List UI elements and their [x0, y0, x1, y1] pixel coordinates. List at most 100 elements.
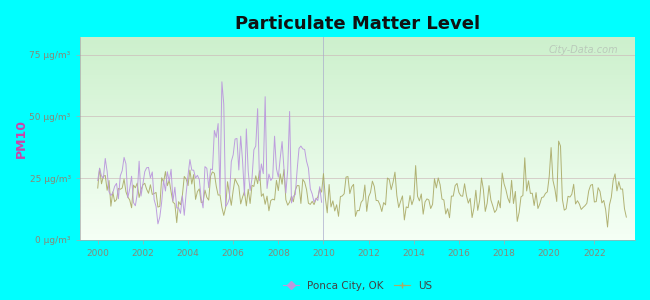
Bar [80, 58, 635, 59]
Bar [80, 81, 635, 82]
Bar [80, 117, 635, 118]
Bar [80, 139, 635, 140]
Bar [80, 219, 635, 220]
Bar [80, 204, 635, 205]
Bar [80, 210, 635, 211]
Bar [80, 229, 635, 230]
Bar [80, 105, 635, 106]
Bar [80, 60, 635, 61]
Bar [80, 50, 635, 51]
Bar [80, 61, 635, 62]
Bar [80, 62, 635, 63]
Bar [80, 98, 635, 99]
Bar [80, 192, 635, 193]
Bar [80, 136, 635, 137]
Bar [80, 189, 635, 190]
Bar [80, 185, 635, 186]
Bar [80, 177, 635, 178]
Bar [80, 115, 635, 116]
Bar [80, 97, 635, 98]
Bar [80, 237, 635, 238]
Bar [80, 221, 635, 222]
Bar [80, 232, 635, 233]
Bar [80, 101, 635, 102]
Bar [80, 66, 635, 67]
Bar [80, 208, 635, 209]
Bar [80, 186, 635, 187]
Bar [80, 120, 635, 121]
Bar [80, 217, 635, 218]
Bar [80, 91, 635, 92]
Bar [80, 200, 635, 201]
Bar [80, 119, 635, 120]
Bar [80, 111, 635, 112]
Bar [80, 68, 635, 69]
Bar [80, 156, 635, 157]
Bar [80, 124, 635, 125]
Bar [80, 78, 635, 79]
Bar [80, 141, 635, 142]
Bar [80, 178, 635, 179]
Bar [80, 87, 635, 88]
Bar [80, 110, 635, 111]
Bar [80, 92, 635, 93]
Bar [80, 155, 635, 156]
Bar [80, 146, 635, 147]
Text: City-Data.com: City-Data.com [549, 45, 618, 56]
Bar [80, 144, 635, 145]
Bar [80, 225, 635, 226]
Bar [80, 201, 635, 202]
Bar [80, 112, 635, 113]
Bar [80, 90, 635, 91]
Bar [80, 224, 635, 225]
Bar [80, 187, 635, 188]
Bar [80, 147, 635, 148]
Bar [80, 83, 635, 84]
Bar [80, 157, 635, 158]
Bar [80, 73, 635, 74]
Bar [80, 44, 635, 45]
Bar [80, 59, 635, 60]
Bar [80, 230, 635, 231]
Bar [80, 96, 635, 97]
Bar [80, 76, 635, 77]
Bar [80, 160, 635, 161]
Bar [80, 191, 635, 192]
Bar [80, 56, 635, 57]
Bar [80, 235, 635, 236]
Bar [80, 39, 635, 40]
Bar [80, 37, 635, 38]
Bar [80, 65, 635, 66]
Bar [80, 233, 635, 234]
Bar [80, 218, 635, 219]
Bar [80, 216, 635, 217]
Bar [80, 99, 635, 100]
Bar [80, 231, 635, 232]
Bar [80, 198, 635, 199]
Bar [80, 161, 635, 162]
Bar [80, 51, 635, 52]
Bar [80, 162, 635, 163]
Bar [80, 134, 635, 135]
Bar [80, 168, 635, 169]
Bar [80, 215, 635, 216]
Bar [80, 131, 635, 132]
Bar [80, 223, 635, 224]
Bar [80, 173, 635, 174]
Bar [80, 205, 635, 206]
Bar [80, 42, 635, 43]
Bar [80, 43, 635, 44]
Bar [80, 167, 635, 168]
Bar [80, 118, 635, 119]
Bar [80, 142, 635, 143]
Legend: Ponca City, OK, US: Ponca City, OK, US [279, 277, 436, 295]
Bar [80, 234, 635, 235]
Bar [80, 171, 635, 172]
Bar [80, 80, 635, 81]
Bar [80, 203, 635, 204]
Title: Particulate Matter Level: Particulate Matter Level [235, 15, 480, 33]
Bar [80, 132, 635, 133]
Bar [80, 182, 635, 183]
Bar [80, 118, 635, 119]
Bar [80, 180, 635, 181]
